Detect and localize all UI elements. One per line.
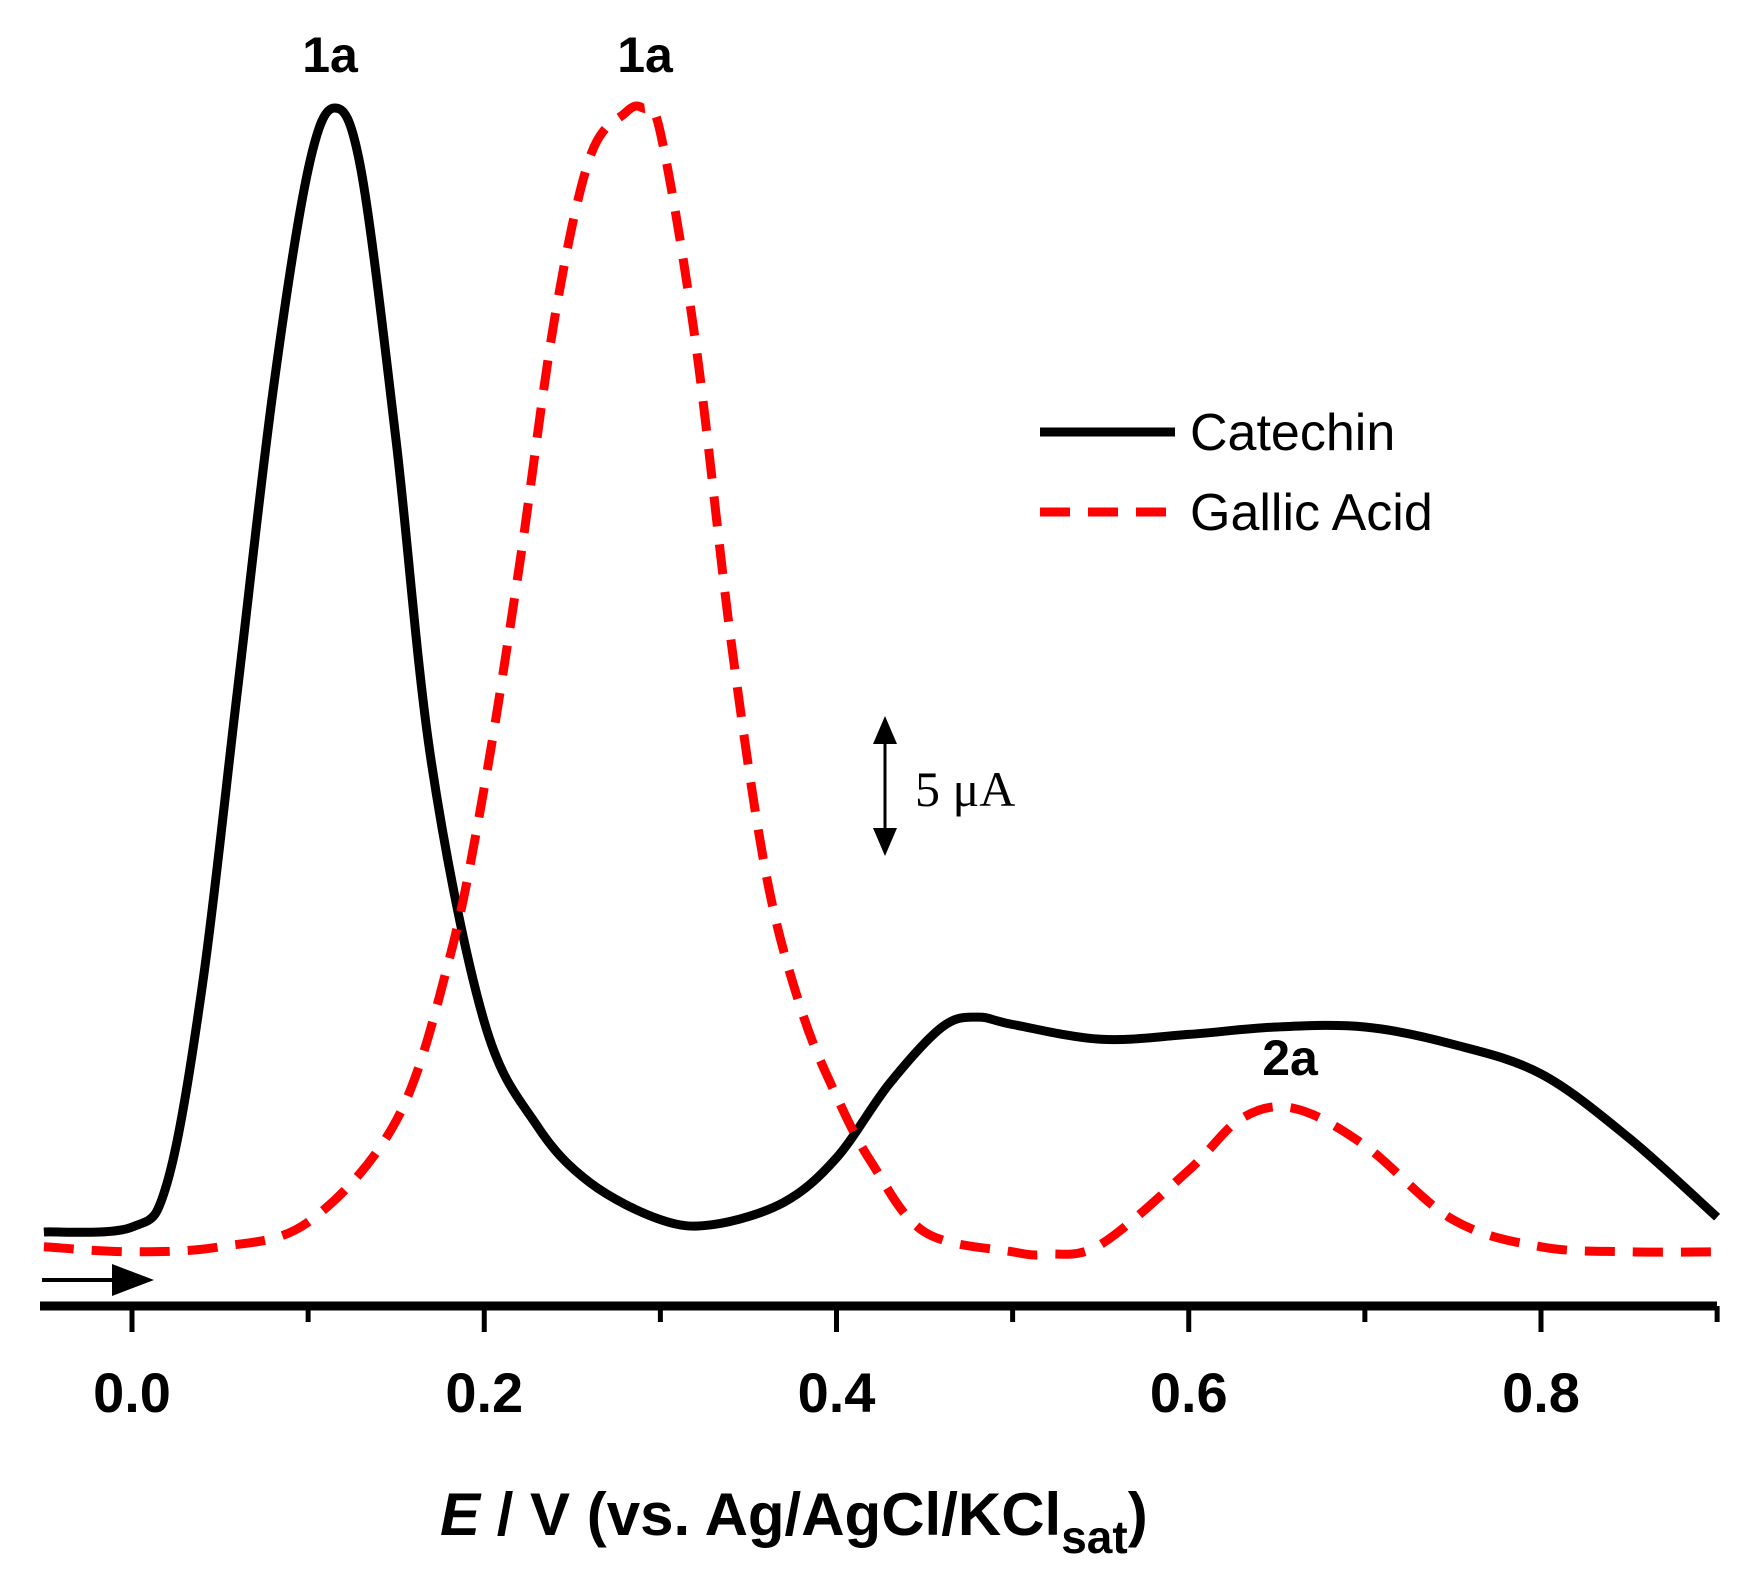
scale-bar-label: 5 μA	[915, 761, 1015, 817]
peak-label-2a: 2a	[1262, 1030, 1319, 1086]
x-tick-label: 0.2	[445, 1361, 523, 1424]
plot-series	[43, 101, 1721, 1260]
x-axis-label-subscript: sat	[1061, 1511, 1127, 1563]
scan-direction-arrow	[42, 1264, 154, 1296]
legend: Catechin Gallic Acid	[1040, 404, 1433, 542]
x-axis-label-text: / V (vs. Ag/AgCl/KCl	[480, 1481, 1061, 1548]
legend-label-catechin: Catechin	[1190, 404, 1395, 462]
series-line-catechin	[43, 103, 1721, 1237]
series-line-gallic-acid	[43, 101, 1718, 1260]
x-tick-label: 0.4	[798, 1361, 876, 1424]
x-axis-ticks: 0.0 0.2 0.4 0.6 0.8	[93, 1306, 1720, 1424]
x-tick-label: 0.8	[1502, 1361, 1580, 1424]
current-scale-bar: 5 μA	[873, 716, 1015, 856]
x-axis-label-symbol: E	[440, 1481, 482, 1548]
peak-label-1a-gallic: 1a	[617, 27, 674, 83]
x-axis-label: E / V (vs. Ag/AgCl/KClsat)	[440, 1481, 1148, 1563]
x-axis-label-close: )	[1128, 1481, 1148, 1548]
x-tick-label: 0.6	[1150, 1361, 1228, 1424]
legend-label-gallic-acid: Gallic Acid	[1190, 484, 1433, 542]
peak-label-1a-catechin: 1a	[302, 27, 359, 83]
x-tick-label: 0.0	[93, 1361, 171, 1424]
